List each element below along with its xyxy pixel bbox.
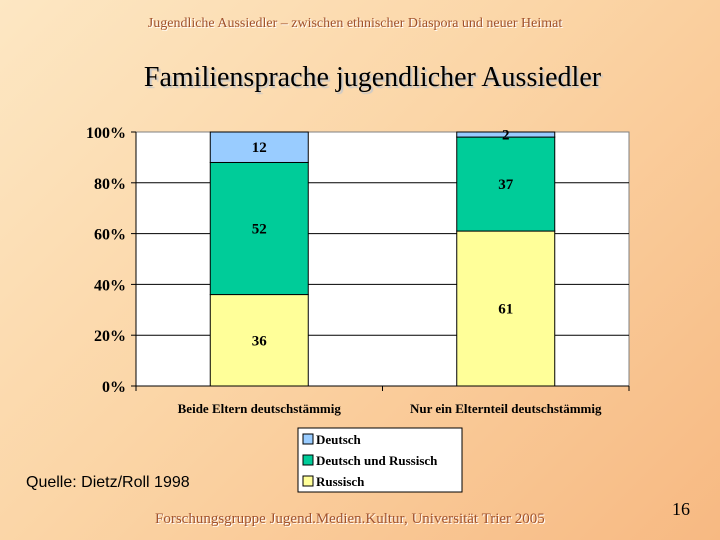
legend: Deutsch Deutsch und Russisch Russisch <box>297 427 463 493</box>
data-label: 52 <box>252 222 267 238</box>
data-label: 61 <box>498 302 513 318</box>
y-tick-label: 40% <box>94 277 126 294</box>
slide-title: Familiensprache jugendlicher Aussiedler <box>143 62 602 93</box>
slide-header: Jugendliche Aussiedler – zwischen ethnis… <box>147 16 563 31</box>
bar-segment <box>209 294 309 387</box>
y-tick-label: 80% <box>94 176 126 193</box>
y-axis-ticks: 0% 20% 40% 60% 80% 100% <box>86 125 137 396</box>
data-label: 2 <box>502 128 510 144</box>
y-tick-label: 20% <box>94 328 126 345</box>
y-tick-label: 60% <box>94 227 126 244</box>
y-tick-label: 100% <box>86 125 126 142</box>
bar-stacks <box>209 131 556 387</box>
data-label: 12 <box>252 140 267 156</box>
legend-swatch <box>302 433 314 445</box>
bar-segment <box>456 131 556 138</box>
legend-swatch <box>302 454 314 466</box>
category-label: Beide Eltern deutschstämmig <box>178 401 342 416</box>
category-label: Nur ein Elternteil deutschstämmig <box>410 401 602 416</box>
x-axis-categories: Beide Eltern deutschstämmig Nur ein Elter… <box>135 385 630 416</box>
bar-segment <box>456 136 556 232</box>
source-note: Quelle: Dietz/Roll 1998 <box>26 474 190 491</box>
legend-label: Deutsch <box>316 432 362 447</box>
data-label: 36 <box>252 333 268 349</box>
legend-label: Deutsch und Russisch <box>316 453 438 468</box>
slide-footer: Forschungsgruppe Jugend.Medien.Kultur, U… <box>155 511 545 527</box>
y-tick-label: 0% <box>102 379 126 396</box>
bar-segment <box>209 131 309 163</box>
legend-box <box>297 427 463 493</box>
page-number: 16 <box>672 499 690 519</box>
data-labels: 36 52 12 61 37 2 <box>252 128 514 350</box>
legend-swatch <box>302 475 314 487</box>
data-label: 37 <box>498 177 514 193</box>
bar-segment <box>209 161 309 296</box>
legend-label: Russisch <box>316 474 365 489</box>
